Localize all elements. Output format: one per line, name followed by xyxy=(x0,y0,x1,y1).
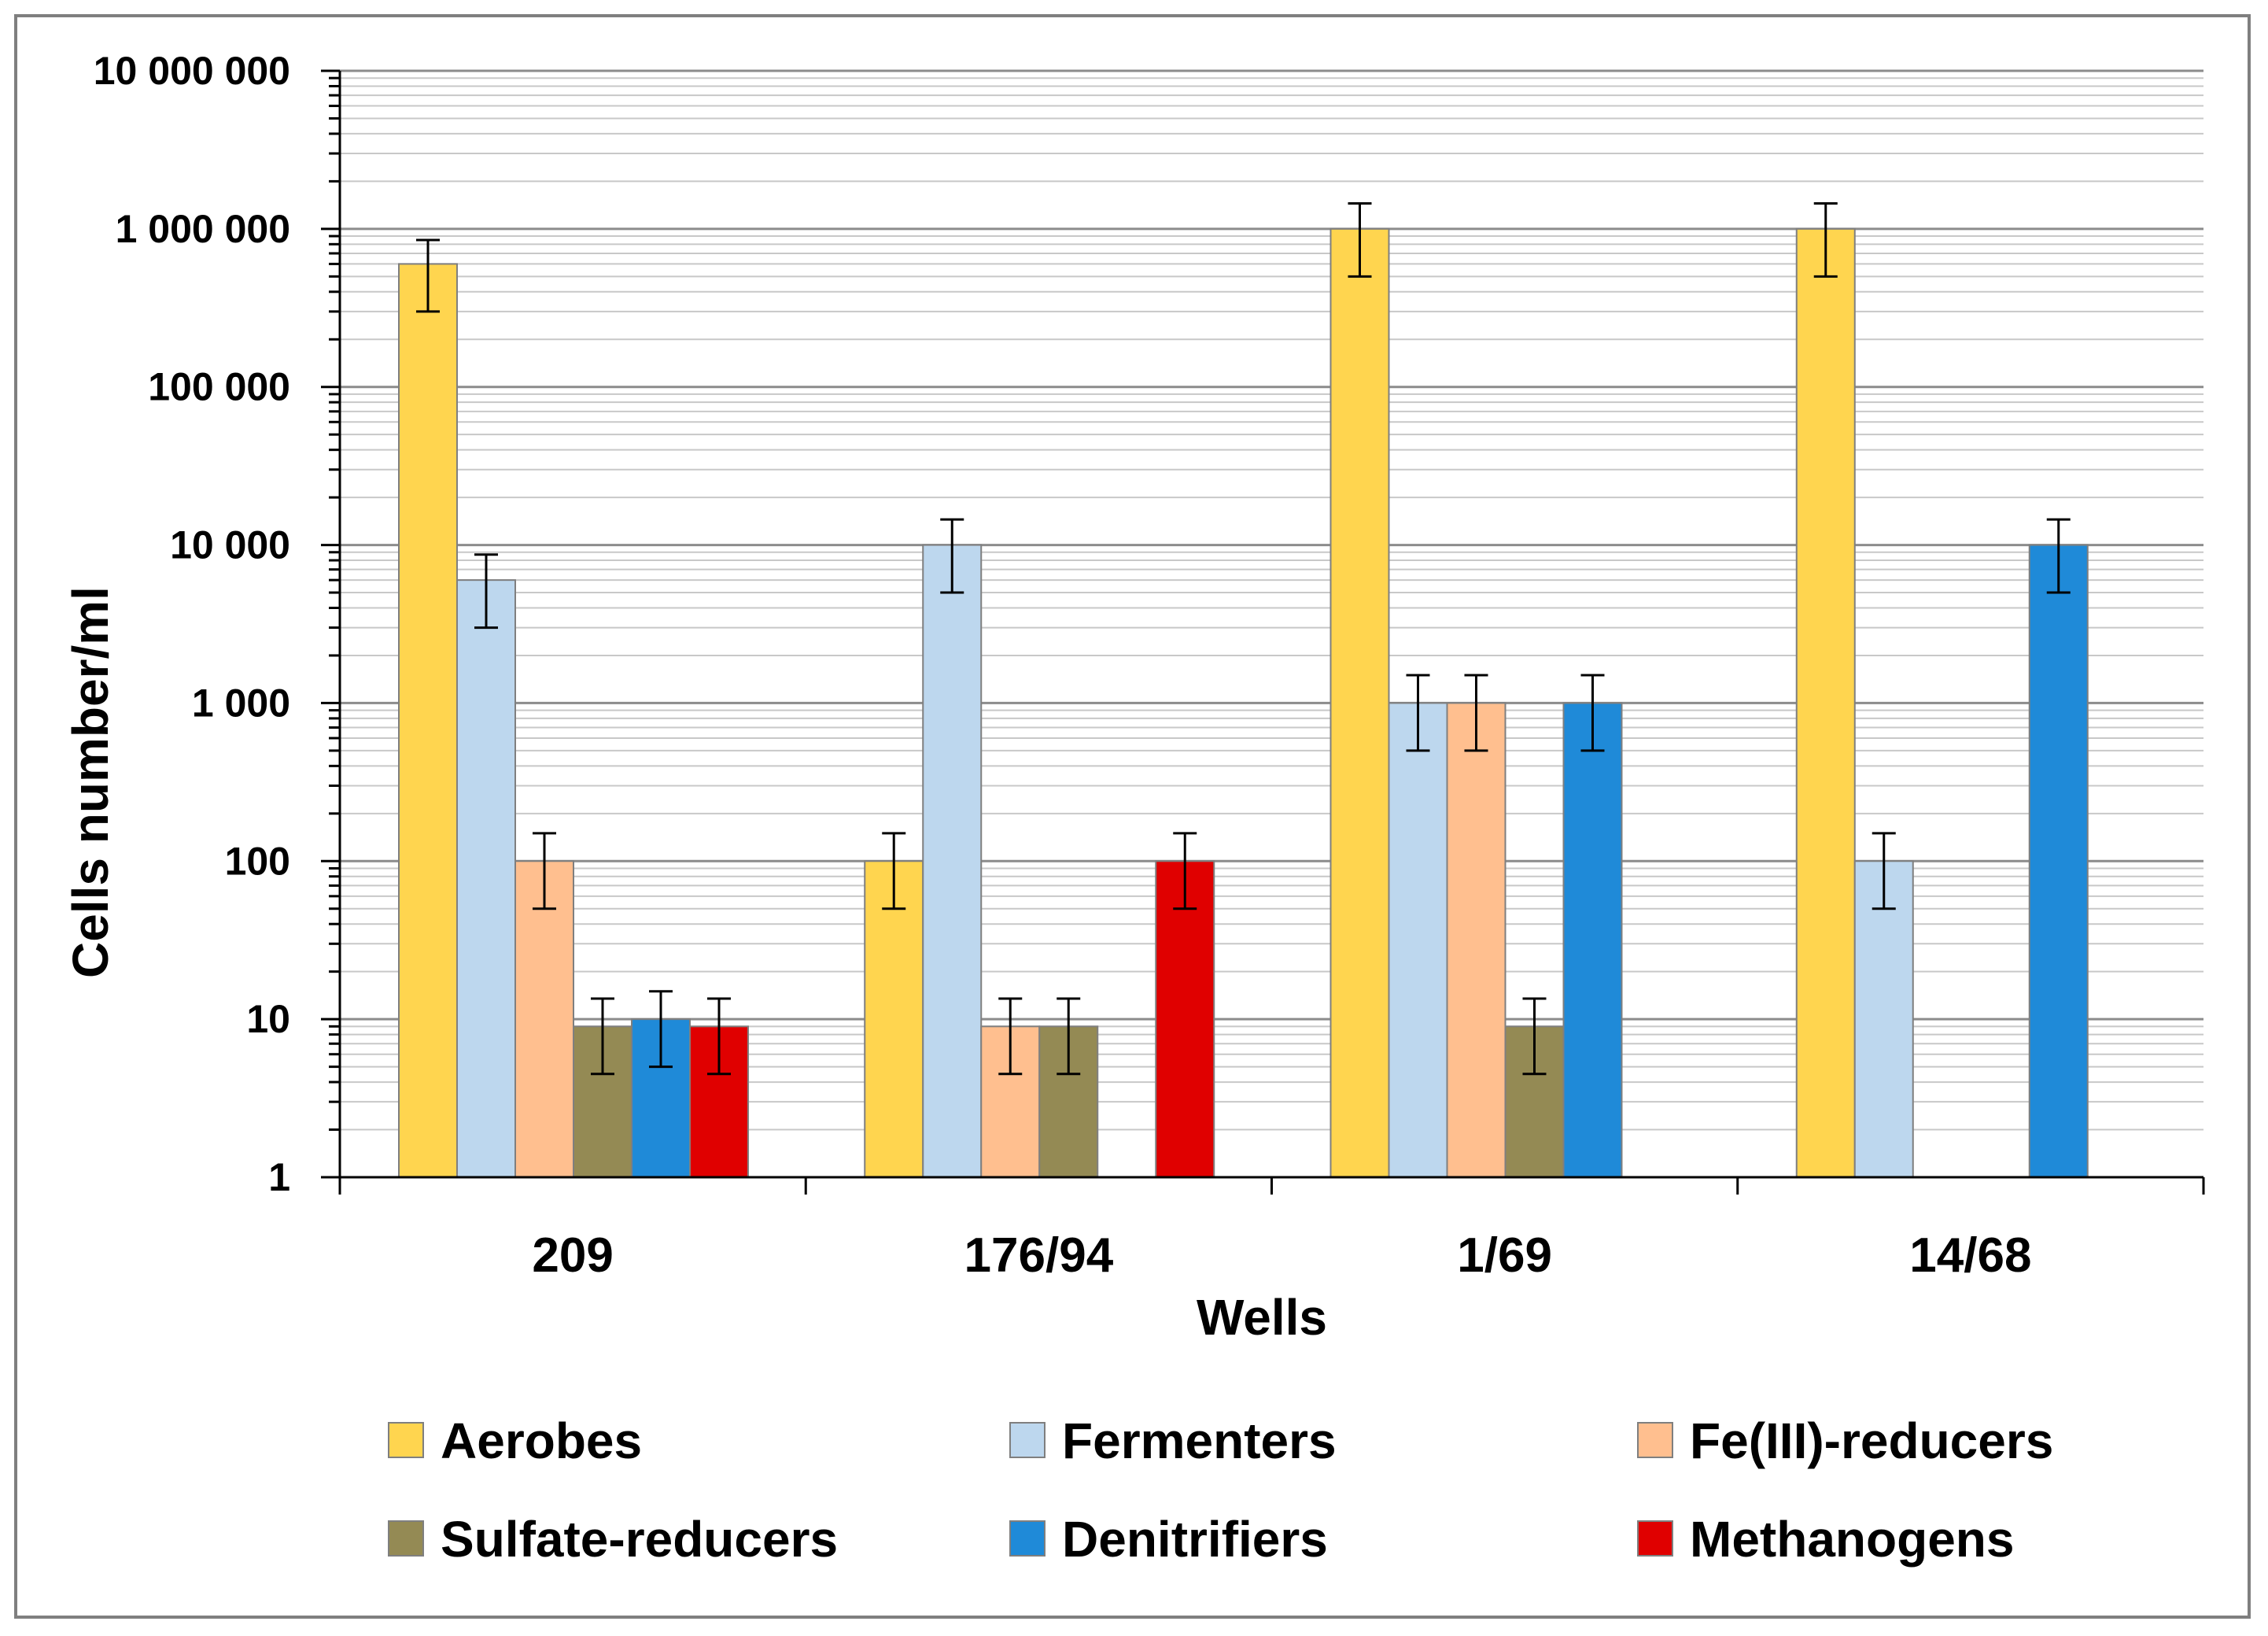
bar-denitrifiers-14-68 xyxy=(2028,544,2089,1178)
legend-label-fermenters: Fermenters xyxy=(1062,1413,1337,1469)
error-bar xyxy=(940,518,964,594)
bar-aerobes-14-68 xyxy=(1795,227,1856,1178)
legend-swatch-sulfate-reducers xyxy=(388,1520,424,1557)
error-bar xyxy=(474,553,498,630)
bar-fermenters-14-68 xyxy=(1853,860,1914,1179)
error-bar xyxy=(533,832,556,910)
legend-swatch-denitrifiers xyxy=(1009,1520,1045,1557)
y-tick-label: 10 000 xyxy=(170,523,290,567)
error-bar xyxy=(707,997,731,1076)
legend-label-aerobes: Aerobes xyxy=(441,1413,642,1469)
x-tick-label: 14/68 xyxy=(1909,1228,2031,1283)
bar-aerobes-1-69 xyxy=(1329,227,1390,1178)
legend-swatch-methanogens xyxy=(1637,1520,1673,1557)
error-bar xyxy=(1057,997,1081,1076)
y-axis-title: Cells number/ml xyxy=(62,586,119,978)
error-bar xyxy=(416,238,440,313)
y-tick-label: 10 000 000 xyxy=(94,49,290,93)
y-tick-label: 1 xyxy=(268,1155,290,1199)
bar-fermenters-176-94 xyxy=(922,544,983,1178)
legend-label-fe-iii-reducers: Fe(III)-reducers xyxy=(1690,1413,2053,1469)
legend-label-denitrifiers: Denitrifiers xyxy=(1062,1511,1328,1568)
bars xyxy=(398,201,2089,1179)
x-tick-label: 1/69 xyxy=(1457,1228,1552,1283)
chart-frame: 1 10 100 1 000 10 000 100 000 1 000 000 10 000 … xyxy=(14,14,2251,1619)
error-bar xyxy=(1173,832,1197,910)
error-bar xyxy=(1406,674,1430,752)
x-tick-labels: 209 176/94 1/69 14/68 xyxy=(532,1228,2031,1283)
legend-swatch-fermenters xyxy=(1009,1422,1045,1458)
bar-fe-iii-reducers-209 xyxy=(514,860,574,1179)
error-bar xyxy=(649,990,673,1069)
error-bar xyxy=(1348,201,1372,278)
y-tick-label: 10 xyxy=(246,997,290,1041)
bar-aerobes-209 xyxy=(398,263,458,1179)
bar-denitrifiers-1-69 xyxy=(1562,702,1623,1178)
error-bar xyxy=(1580,674,1605,752)
bar-fermenters-1-69 xyxy=(1388,702,1448,1178)
error-bar xyxy=(1872,832,1896,910)
y-tick-label: 100 xyxy=(225,839,290,883)
error-bar xyxy=(591,997,614,1076)
bar-fe-iii-reducers-1-69 xyxy=(1446,702,1506,1178)
legend: Aerobes Fermenters Fe(III)-reducers Sulfate… xyxy=(388,1413,2053,1568)
legend-label-methanogens: Methanogens xyxy=(1690,1511,2014,1568)
gridlines xyxy=(340,69,2203,1131)
legend-swatch-aerobes xyxy=(388,1422,424,1458)
error-bar xyxy=(1464,674,1488,752)
y-tick-label: 1 000 000 xyxy=(116,207,290,251)
x-tick-label: 209 xyxy=(532,1228,613,1283)
error-bar xyxy=(882,832,906,910)
y-tick-labels: 1 10 100 1 000 10 000 100 000 1 000 000 10 000 … xyxy=(94,49,290,1199)
x-axis-title: Wells xyxy=(1197,1289,1327,1346)
axes xyxy=(321,69,2205,1195)
error-bar xyxy=(1813,201,1838,278)
bar-fermenters-209 xyxy=(456,579,516,1178)
y-tick-label: 100 000 xyxy=(148,365,290,409)
x-tick-label: 176/94 xyxy=(964,1228,1114,1283)
error-bar xyxy=(2046,518,2071,594)
legend-swatch-fe-iii-reducers xyxy=(1637,1422,1673,1458)
chart-canvas: 1 10 100 1 000 10 000 100 000 1 000 000 10 000 … xyxy=(62,49,2205,1568)
error-bar xyxy=(998,997,1023,1076)
error-bar xyxy=(1522,997,1547,1076)
legend-label-sulfate-reducers: Sulfate-reducers xyxy=(441,1511,838,1568)
y-tick-label: 1 000 xyxy=(192,681,290,725)
